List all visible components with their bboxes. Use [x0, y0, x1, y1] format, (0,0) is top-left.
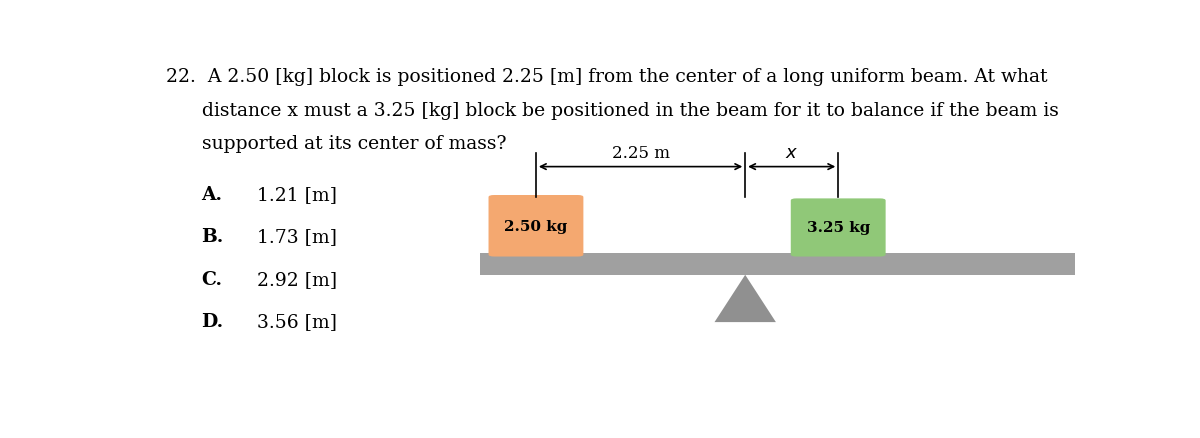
- Text: 3.25 kg: 3.25 kg: [806, 221, 870, 235]
- Bar: [480, 253, 1075, 275]
- Polygon shape: [714, 275, 776, 322]
- Text: 2.92 [m]: 2.92 [m]: [257, 270, 337, 288]
- Text: $x$: $x$: [785, 143, 798, 161]
- Text: A.: A.: [202, 186, 222, 204]
- FancyBboxPatch shape: [791, 199, 886, 257]
- Text: B.: B.: [202, 228, 223, 246]
- FancyBboxPatch shape: [488, 195, 583, 257]
- Text: distance x must a 3.25 [kg] block be positioned in the beam for it to balance if: distance x must a 3.25 [kg] block be pos…: [166, 102, 1058, 120]
- Text: 1.21 [m]: 1.21 [m]: [257, 186, 337, 204]
- Text: D.: D.: [202, 312, 223, 330]
- Text: 3.56 [m]: 3.56 [m]: [257, 312, 337, 330]
- Text: supported at its center of mass?: supported at its center of mass?: [166, 135, 506, 153]
- Text: C.: C.: [202, 270, 222, 288]
- Text: 1.73 [m]: 1.73 [m]: [257, 228, 337, 246]
- Text: 2.25 m: 2.25 m: [612, 144, 670, 161]
- Text: 2.50 kg: 2.50 kg: [504, 219, 568, 233]
- Text: 22.  A 2.50 [kg] block is positioned 2.25 [m] from the center of a long uniform : 22. A 2.50 [kg] block is positioned 2.25…: [166, 68, 1048, 86]
